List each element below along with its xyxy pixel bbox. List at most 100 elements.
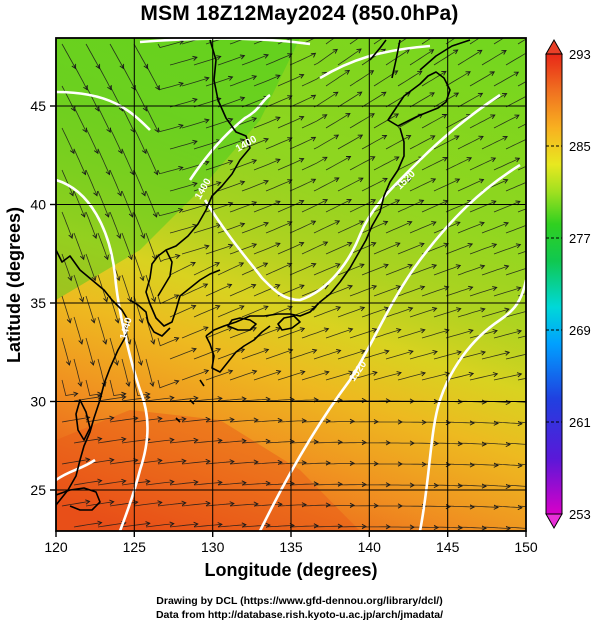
streamline bbox=[493, 201, 521, 213]
streamline bbox=[241, 96, 269, 108]
streamline bbox=[493, 330, 522, 339]
streamline bbox=[193, 481, 222, 486]
streamline bbox=[313, 263, 340, 276]
streamline bbox=[85, 169, 98, 196]
streamline bbox=[481, 526, 511, 529]
streamline-arrowhead bbox=[334, 177, 340, 183]
credit-drawing: Drawing by DCL (https://www.gfd-dennou.o… bbox=[156, 595, 443, 607]
streamline-arrowhead bbox=[205, 500, 211, 507]
streamline bbox=[109, 211, 121, 239]
streamline-arrowhead bbox=[539, 115, 544, 119]
streamline bbox=[229, 201, 257, 213]
streamline bbox=[145, 64, 160, 90]
colorbar-label: 285 bbox=[569, 139, 591, 154]
streamline-arrowhead bbox=[538, 72, 543, 76]
streamline-arrowhead bbox=[97, 478, 103, 484]
x-axis-title: Longitude (degrees) bbox=[204, 560, 377, 580]
streamline bbox=[181, 502, 210, 507]
streamline bbox=[373, 113, 399, 129]
streamline-arrowhead bbox=[361, 439, 367, 446]
streamline bbox=[505, 224, 526, 234]
streamline bbox=[73, 106, 87, 133]
streamline-arrowhead bbox=[216, 181, 222, 187]
streamline-arrowhead bbox=[490, 114, 496, 120]
streamline-arrowhead bbox=[104, 212, 110, 218]
streamline bbox=[289, 136, 316, 150]
streamline bbox=[109, 501, 138, 507]
streamline bbox=[229, 370, 257, 381]
streamline bbox=[241, 306, 269, 318]
streamline bbox=[481, 136, 508, 150]
streamline-arrowhead bbox=[204, 118, 210, 124]
streamline bbox=[61, 501, 90, 507]
x-tick-label: 135 bbox=[279, 539, 303, 555]
streamline bbox=[205, 284, 232, 297]
streamline bbox=[505, 526, 526, 529]
streamline-arrowhead bbox=[215, 304, 221, 310]
streamline bbox=[169, 262, 196, 276]
streamline bbox=[493, 463, 522, 467]
streamline-arrowhead bbox=[145, 479, 151, 485]
streamline-arrowhead bbox=[395, 285, 402, 291]
streamline-arrowhead bbox=[349, 418, 355, 424]
streamline bbox=[301, 504, 331, 507]
streamline bbox=[145, 190, 157, 218]
streamline bbox=[361, 307, 389, 318]
streamline bbox=[313, 483, 343, 486]
streamline bbox=[469, 373, 498, 381]
streamline bbox=[193, 182, 221, 192]
streamline bbox=[265, 483, 295, 486]
streamline-arrowhead bbox=[337, 523, 343, 529]
streamline bbox=[73, 190, 85, 218]
streamline-arrowhead bbox=[492, 286, 498, 292]
streamline-arrowhead bbox=[530, 527, 534, 531]
streamline-arrowhead bbox=[241, 396, 247, 402]
streamline bbox=[181, 283, 208, 297]
streamline-arrowhead bbox=[239, 305, 245, 310]
streamline-arrowhead bbox=[263, 305, 269, 311]
streamline-arrowhead bbox=[193, 521, 199, 527]
streamline bbox=[193, 262, 220, 276]
streamline bbox=[421, 329, 449, 339]
streamline-arrowhead bbox=[178, 123, 184, 129]
streamline-arrowhead bbox=[227, 201, 234, 207]
streamline-arrowhead bbox=[392, 28, 397, 32]
streamline-arrowhead bbox=[262, 262, 269, 268]
streamline-arrowhead bbox=[275, 242, 281, 248]
streamline bbox=[205, 370, 233, 381]
streamline-arrowhead bbox=[202, 283, 209, 289]
streamline-arrowhead bbox=[456, 350, 462, 356]
streamline bbox=[337, 526, 366, 528]
streamline-arrowhead bbox=[78, 339, 84, 345]
streamline bbox=[133, 85, 148, 112]
streamline-arrowhead bbox=[299, 327, 306, 333]
streamline-arrowhead bbox=[313, 523, 319, 529]
streamline-arrowhead bbox=[214, 262, 221, 267]
streamline bbox=[421, 114, 447, 129]
streamline-arrowhead bbox=[489, 29, 494, 33]
streamline bbox=[181, 460, 210, 465]
streamline bbox=[73, 480, 102, 486]
streamline bbox=[61, 337, 70, 366]
streamline-arrowhead bbox=[431, 264, 438, 269]
streamline bbox=[445, 373, 474, 381]
streamline bbox=[469, 243, 497, 255]
streamline bbox=[481, 351, 510, 360]
streamline-arrowhead bbox=[359, 263, 365, 269]
streamline-arrowhead bbox=[287, 221, 293, 226]
streamline-arrowhead bbox=[477, 92, 484, 98]
streamline-arrowhead bbox=[298, 115, 305, 121]
x-tick-label: 130 bbox=[201, 539, 225, 555]
streamline bbox=[97, 106, 111, 133]
streamline-arrowhead bbox=[121, 391, 127, 397]
streamline bbox=[193, 224, 221, 234]
streamline bbox=[73, 358, 82, 387]
streamline bbox=[409, 307, 437, 318]
streamline-arrowhead bbox=[492, 329, 498, 335]
streamline bbox=[409, 92, 435, 108]
streamline bbox=[241, 349, 269, 360]
streamline-arrowhead bbox=[251, 369, 258, 375]
streamline bbox=[85, 211, 97, 239]
streamline bbox=[397, 70, 423, 87]
streamline-arrowhead bbox=[345, 113, 351, 118]
